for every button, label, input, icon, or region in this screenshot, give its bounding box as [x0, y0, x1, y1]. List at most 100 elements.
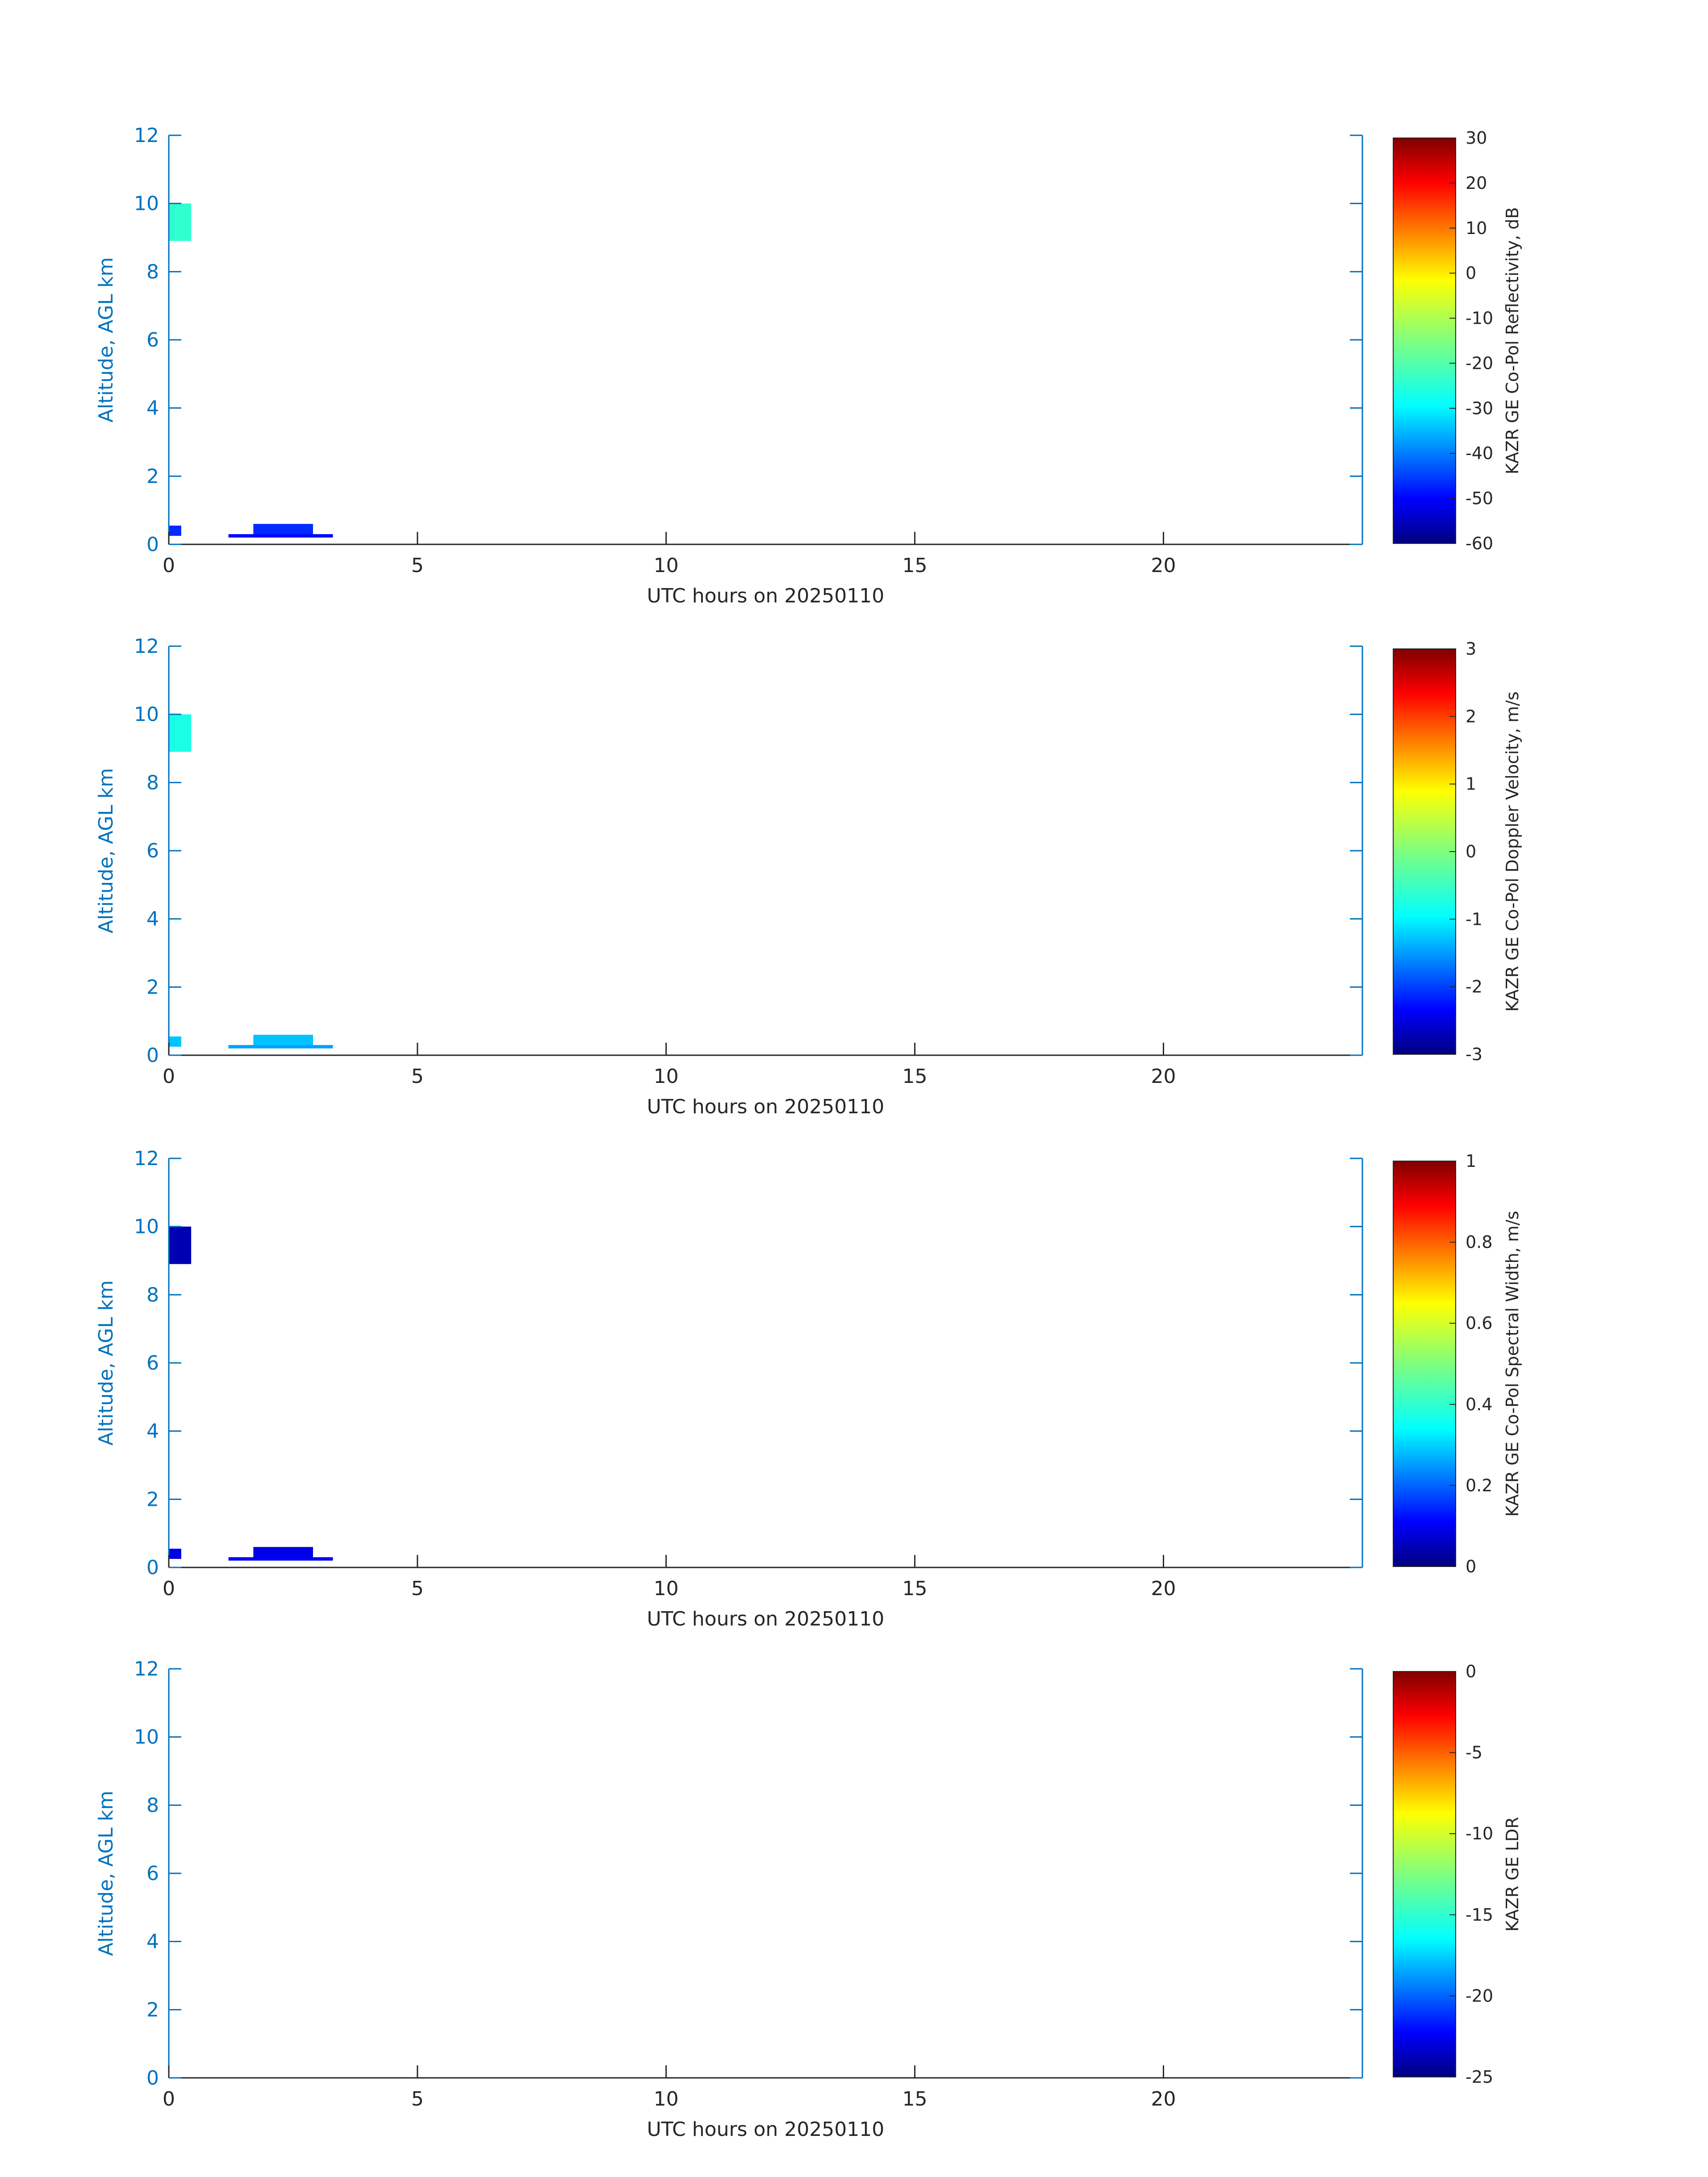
- panel-4: 0 2 4 6 8 10 12 0 5 10 15 20 UTC hours on 20250110 Al…: [95, 1658, 1522, 2141]
- y-tick-label: 2: [146, 1998, 159, 2021]
- colorbar: [1393, 1161, 1456, 1567]
- colorbar-tick-label: 1: [1466, 774, 1476, 794]
- colorbar-tick-label: -3: [1466, 1045, 1482, 1064]
- x-tick-label: 0: [163, 1577, 175, 1600]
- colorbar-tick-label: -50: [1466, 489, 1493, 508]
- x-tick-label: 10: [654, 554, 679, 577]
- colorbar-tick-label: -20: [1466, 1986, 1493, 2006]
- x-tick-label: 0: [163, 554, 175, 577]
- y-tick-label: 0: [146, 1556, 159, 1579]
- colorbar-tick-label: 30: [1466, 128, 1487, 148]
- colorbar-tick-label: 20: [1466, 173, 1487, 193]
- y-tick-label: 4: [146, 1930, 159, 1953]
- y-tick-label: 2: [146, 1488, 159, 1511]
- y-tick-label: 6: [146, 1862, 159, 1885]
- x-tick-label: 15: [902, 1065, 927, 1088]
- x-tick-label: 20: [1151, 1065, 1176, 1088]
- colorbar: [1393, 1671, 1456, 2077]
- y-tick-label: 4: [146, 1420, 159, 1443]
- colorbar: [1393, 138, 1456, 543]
- colorbar-label: KAZR GE Co-Pol Doppler Velocity, m/s: [1503, 691, 1522, 1011]
- colorbar-tick-label: -10: [1466, 309, 1493, 328]
- echo-feature-4: [229, 1045, 333, 1049]
- colorbar-tick-label: -30: [1466, 398, 1493, 418]
- echo-feature-3: [253, 524, 313, 536]
- colorbar-tick-label: 10: [1466, 218, 1487, 238]
- colorbar-label: KAZR GE Co-Pol Spectral Width, m/s: [1503, 1211, 1522, 1517]
- colorbar-tick-label: -5: [1466, 1743, 1482, 1763]
- y-tick-label: 10: [134, 1216, 159, 1238]
- echo-feature-1: [169, 715, 191, 752]
- y-tick-label: 8: [146, 260, 159, 283]
- colorbar-tick-label: -2: [1466, 977, 1482, 997]
- x-tick-label: 15: [902, 554, 927, 577]
- colorbar-tick-label: -10: [1466, 1824, 1493, 1843]
- echo-feature-3: [253, 1035, 313, 1047]
- colorbar-tick-label: 2: [1466, 706, 1476, 726]
- y-tick-label: 12: [134, 1147, 159, 1170]
- colorbar-tick-label: 1: [1466, 1151, 1476, 1171]
- echo-feature-4: [229, 1557, 333, 1561]
- colorbar-tick-label: 0: [1466, 842, 1476, 861]
- y-axis-label: Altitude, AGL km: [95, 768, 117, 933]
- x-tick-label: 10: [654, 1577, 679, 1600]
- colorbar-tick-label: -20: [1466, 353, 1493, 373]
- echo-feature-1: [169, 1227, 191, 1264]
- x-tick-label: 10: [654, 2088, 679, 2110]
- colorbar-tick-label: 0.6: [1466, 1313, 1492, 1333]
- y-tick-label: 8: [146, 771, 159, 794]
- x-axis-label: UTC hours on 20250110: [647, 2118, 885, 2141]
- colorbar-tick-label: -25: [1466, 2067, 1493, 2087]
- x-axis-label: UTC hours on 20250110: [647, 1095, 885, 1118]
- colorbar-tick-label: 3: [1466, 639, 1476, 659]
- colorbar-tick-label: -40: [1466, 443, 1493, 463]
- echo-feature-2: [169, 1036, 181, 1047]
- x-tick-label: 0: [163, 1065, 175, 1088]
- x-tick-label: 0: [163, 2088, 175, 2110]
- y-tick-label: 10: [134, 192, 159, 215]
- y-tick-label: 2: [146, 465, 159, 488]
- y-axis-label: Altitude, AGL km: [95, 1791, 117, 1956]
- y-tick-label: 10: [134, 703, 159, 726]
- colorbar-tick-label: 0.8: [1466, 1233, 1492, 1252]
- echo-feature-3: [253, 1547, 313, 1559]
- echo-feature-1: [169, 204, 191, 241]
- colorbar-tick-label: 0.2: [1466, 1475, 1492, 1495]
- y-tick-label: 6: [146, 840, 159, 862]
- colorbar-tick-label: -15: [1466, 1905, 1493, 1925]
- panel-1: 0 2 4 6 8 10 12 0 5 10 15 20 UTC hours on 20250110 Al…: [95, 124, 1522, 607]
- x-tick-label: 5: [411, 2088, 424, 2110]
- x-tick-label: 20: [1151, 2088, 1176, 2110]
- y-axis-label: Altitude, AGL km: [95, 257, 117, 422]
- y-tick-label: 2: [146, 976, 159, 999]
- colorbar-tick-label: 0: [1466, 1557, 1476, 1576]
- y-tick-label: 4: [146, 397, 159, 420]
- echo-feature-4: [229, 534, 333, 538]
- y-tick-label: 6: [146, 329, 159, 351]
- x-tick-label: 15: [902, 2088, 927, 2110]
- x-tick-label: 5: [411, 1577, 424, 1600]
- x-tick-label: 20: [1151, 1577, 1176, 1600]
- colorbar: [1393, 649, 1456, 1054]
- echo-feature-2: [169, 526, 181, 536]
- colorbar-tick-label: 0: [1466, 263, 1476, 283]
- colorbar-tick-label: 0: [1466, 1662, 1476, 1681]
- y-tick-label: 12: [134, 635, 159, 658]
- y-tick-label: 12: [134, 1658, 159, 1680]
- x-tick-label: 5: [411, 1065, 424, 1088]
- x-tick-label: 20: [1151, 554, 1176, 577]
- y-tick-label: 6: [146, 1352, 159, 1375]
- y-tick-label: 0: [146, 1044, 159, 1067]
- x-tick-label: 15: [902, 1577, 927, 1600]
- y-tick-label: 8: [146, 1283, 159, 1306]
- y-tick-label: 8: [146, 1794, 159, 1817]
- y-tick-label: 12: [134, 124, 159, 147]
- colorbar-tick-label: 0.4: [1466, 1395, 1492, 1414]
- x-tick-label: 5: [411, 554, 424, 577]
- colorbar-tick-label: -60: [1466, 534, 1493, 553]
- y-tick-label: 0: [146, 2067, 159, 2089]
